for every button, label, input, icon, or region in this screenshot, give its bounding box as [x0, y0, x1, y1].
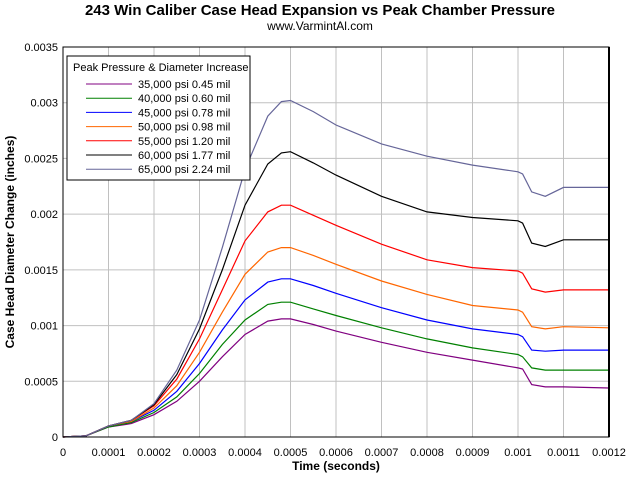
x-tick-label: 0.0006 — [319, 447, 353, 459]
y-tick-label: 0.002 — [30, 209, 58, 221]
x-tick-label: 0.0001 — [92, 447, 126, 459]
y-tick-label: 0.0015 — [24, 265, 58, 277]
series-line-1 — [62, 301, 609, 438]
x-axis-label: Time (seconds) — [292, 459, 380, 473]
series-line-0 — [62, 318, 610, 438]
legend-label-5: 60,000 psi 1.77 mil — [138, 150, 230, 162]
y-tick-label: 0.0035 — [24, 42, 58, 54]
series-line-3 — [62, 247, 610, 438]
x-tick-label: 0.0011 — [547, 447, 580, 459]
x-tick-label: 0.0003 — [183, 447, 217, 459]
x-tick-label: 0.0007 — [365, 447, 399, 459]
y-tick-label: 0.0005 — [24, 376, 58, 388]
legend: Peak Pressure & Diameter Increase 35,000… — [66, 55, 251, 181]
y-tick-label: 0 — [52, 432, 58, 444]
y-tick-label: 0.003 — [30, 98, 58, 110]
x-tick-label: 0.0005 — [274, 447, 308, 459]
chart-title: 243 Win Caliber Case Head Expansion vs P… — [85, 2, 555, 19]
legend-label-2: 45,000 psi 0.78 mil — [138, 107, 230, 119]
legend-label-6: 65,000 psi 2.24 mil — [138, 164, 230, 176]
x-tick-label: 0.0012 — [592, 447, 626, 459]
series-lines — [62, 99, 610, 438]
legend-box — [66, 55, 251, 181]
y-axis-label: Case Head Diameter Change (inches) — [3, 136, 17, 349]
series-line-4 — [62, 204, 609, 438]
y-tick-label: 0.001 — [30, 321, 58, 333]
legend-label-4: 55,000 psi 1.20 mil — [138, 136, 230, 148]
x-tick-label: 0.0002 — [137, 447, 171, 459]
legend-label-1: 40,000 psi 0.60 mil — [138, 93, 230, 105]
legend-label-0: 35,000 psi 0.45 mil — [138, 79, 230, 91]
legend-title: Peak Pressure & Diameter Increase — [73, 62, 248, 74]
x-tick-label: 0.0008 — [410, 447, 444, 459]
x-tick-label: 0.0004 — [228, 447, 262, 459]
y-tick-label: 0.0025 — [24, 153, 58, 165]
x-tick-label: 0.001 — [504, 447, 532, 459]
series-line-2 — [62, 278, 609, 438]
x-tick-label: 0 — [60, 447, 66, 459]
legend-label-3: 50,000 psi 0.98 mil — [138, 122, 230, 134]
x-tick-label: 0.0009 — [456, 447, 490, 459]
x-ticks: 0 0.0001 0.0002 0.0003 0.0004 0.0005 0.0006 0.0… — [60, 447, 626, 459]
chart-subtitle: www.VarmintAl.com — [266, 19, 373, 33]
y-ticks: 0 0.0005 0.001 0.0015 0.002 0.0025 0.003 0.0035 — [24, 42, 58, 444]
series-line-6 — [62, 99, 609, 438]
